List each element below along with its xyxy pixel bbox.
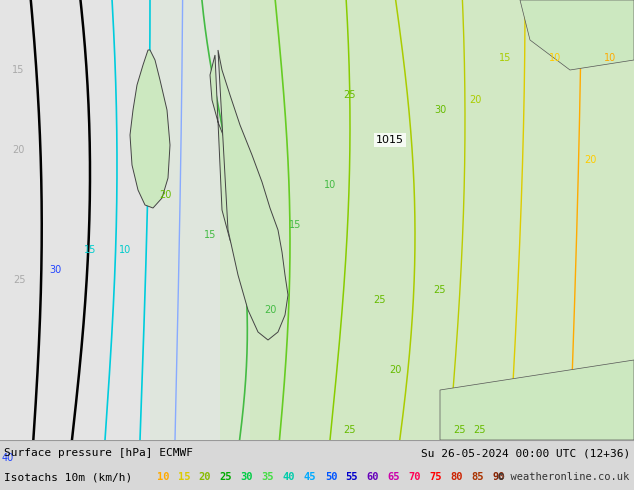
Text: 70: 70 [409, 472, 421, 482]
Text: 80: 80 [451, 472, 463, 482]
Text: 65: 65 [388, 472, 400, 482]
Text: 35: 35 [262, 472, 275, 482]
Polygon shape [130, 50, 170, 208]
Text: 40: 40 [2, 453, 14, 463]
Text: 30: 30 [434, 105, 446, 115]
Text: 25: 25 [14, 275, 26, 285]
Polygon shape [440, 360, 634, 440]
Text: 20: 20 [12, 145, 24, 155]
Text: 85: 85 [472, 472, 484, 482]
Text: 1015: 1015 [376, 135, 404, 145]
Text: 40: 40 [283, 472, 295, 482]
Text: 15: 15 [84, 245, 96, 255]
Text: Isotachs 10m (km/h): Isotachs 10m (km/h) [4, 472, 133, 482]
Text: 25: 25 [374, 295, 386, 305]
Text: 20: 20 [198, 472, 211, 482]
Text: 10: 10 [549, 53, 561, 63]
Text: 20: 20 [264, 305, 276, 315]
Text: 15: 15 [204, 230, 216, 240]
Text: 55: 55 [346, 472, 358, 482]
Text: 25: 25 [220, 472, 232, 482]
Text: 15: 15 [178, 472, 190, 482]
Bar [220, 0, 634, 440]
Text: 25: 25 [474, 425, 486, 435]
Polygon shape [218, 50, 288, 340]
Text: 25: 25 [434, 285, 446, 295]
Text: 20: 20 [158, 190, 171, 200]
Text: 60: 60 [366, 472, 379, 482]
Text: 30: 30 [49, 265, 61, 275]
Text: 90: 90 [493, 472, 505, 482]
Text: 25: 25 [344, 90, 356, 100]
Bar [150, 0, 250, 440]
Polygon shape [210, 55, 258, 272]
Text: © weatheronline.co.uk: © weatheronline.co.uk [498, 472, 629, 482]
Text: 50: 50 [325, 472, 337, 482]
Text: 25: 25 [344, 425, 356, 435]
Text: 30: 30 [241, 472, 253, 482]
Text: 10: 10 [604, 53, 616, 63]
Text: 10: 10 [157, 472, 169, 482]
Text: 45: 45 [304, 472, 316, 482]
Text: Su 26-05-2024 00:00 UTC (12+36): Su 26-05-2024 00:00 UTC (12+36) [421, 448, 630, 458]
Text: Surface pressure [hPa] ECMWF: Surface pressure [hPa] ECMWF [4, 448, 193, 458]
Text: 10: 10 [324, 180, 336, 190]
Text: 15: 15 [12, 65, 24, 75]
Text: 20: 20 [584, 155, 596, 165]
Text: 10: 10 [119, 245, 131, 255]
Text: 15: 15 [499, 53, 511, 63]
Text: 20: 20 [469, 95, 481, 105]
Polygon shape [520, 0, 634, 70]
Text: 15: 15 [289, 220, 301, 230]
Bar [0, 0, 220, 440]
Text: 25: 25 [454, 425, 466, 435]
Text: 20: 20 [389, 365, 401, 375]
Text: 75: 75 [430, 472, 443, 482]
